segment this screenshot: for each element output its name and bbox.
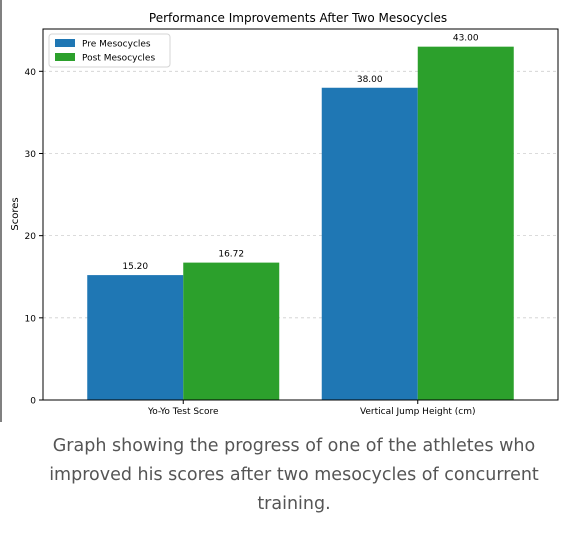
y-tick-label: 10: [25, 314, 37, 324]
bar: [183, 262, 280, 400]
y-axis-label: Scores: [10, 197, 21, 230]
legend-swatch: [55, 53, 75, 61]
bar: [321, 87, 418, 400]
axes: 0 10 20 30 40 Yo-Yo Test Score Vertical Jump H…: [25, 68, 476, 417]
legend-label: Post Mesocycles: [82, 54, 155, 64]
y-tick-label: 40: [25, 68, 37, 78]
x-tick-label: Yo-Yo Test Score: [147, 407, 219, 417]
legend-label: Pre Mesocycles: [82, 40, 151, 50]
chart-title: Performance Improvements After Two Mesoc…: [149, 11, 447, 25]
value-labels: 15.20 16.72 38.00 43.00: [122, 34, 479, 272]
y-tick-label: 0: [30, 397, 36, 407]
chart-figure: Performance Improvements After Two Mesoc…: [0, 0, 559, 422]
legend: Pre Mesocycles Post Mesocycles: [48, 33, 171, 68]
x-tick-label: Vertical Jump Height (cm): [360, 407, 476, 417]
bar: [417, 46, 514, 401]
y-tick-label: 30: [25, 150, 37, 160]
bar-value-label: 15.20: [122, 262, 148, 272]
bar: [87, 275, 184, 400]
bar-value-label: 38.00: [357, 75, 383, 85]
plot-frame: [42, 28, 559, 401]
legend-box: [48, 33, 171, 68]
y-tick-label: 20: [25, 232, 37, 242]
bar-value-label: 43.00: [453, 34, 479, 44]
bars: [87, 46, 514, 401]
legend-swatch: [55, 39, 75, 47]
figure-caption: Graph showing the progress of one of the…: [49, 436, 539, 514]
bar-value-label: 16.72: [218, 250, 244, 260]
